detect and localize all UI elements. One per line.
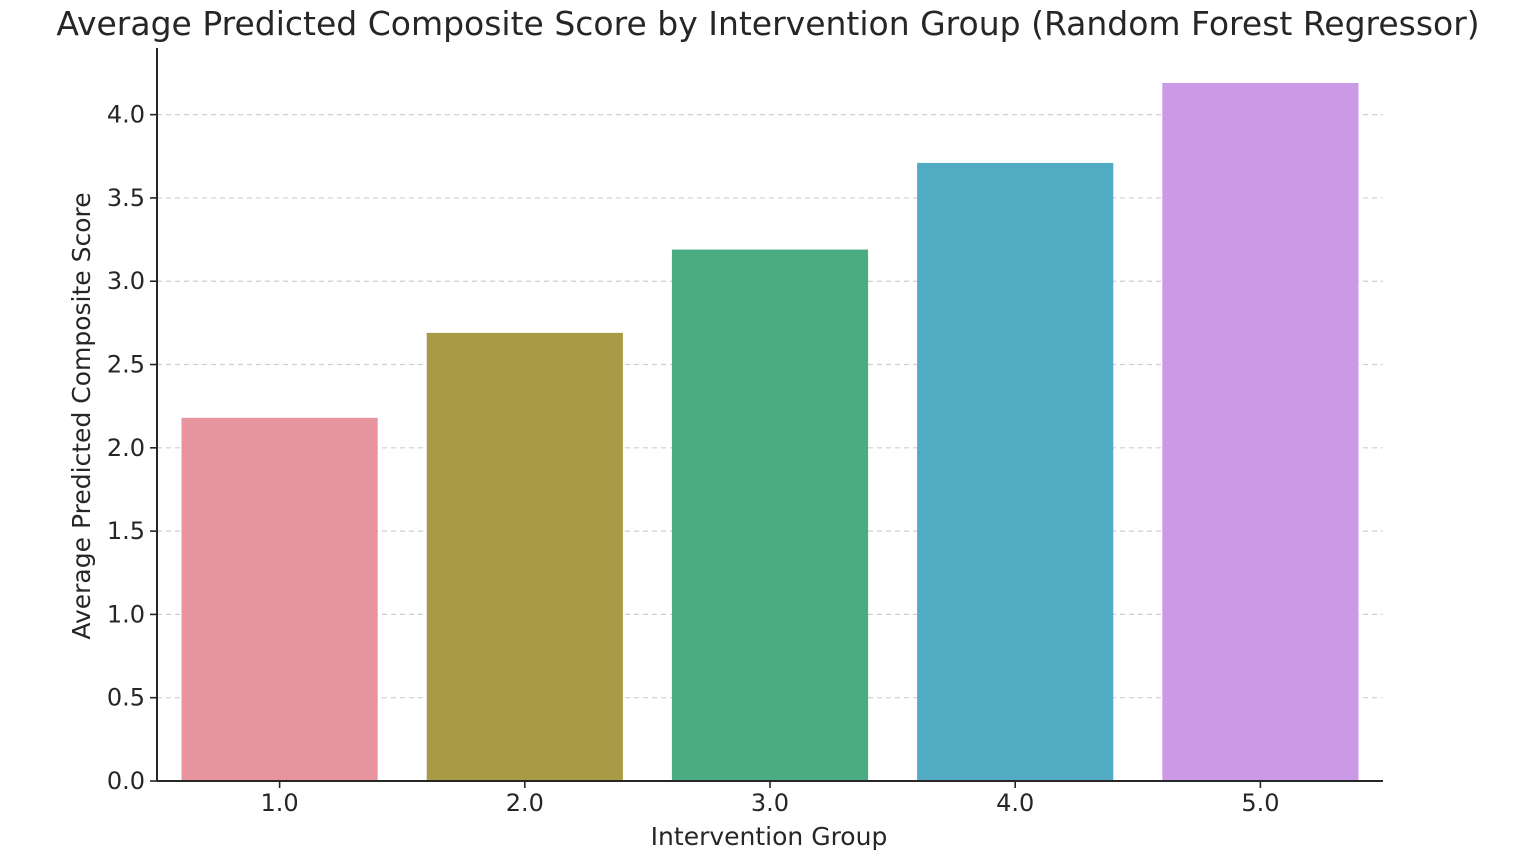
y-tick-label: 3.5	[107, 184, 145, 212]
x-tick-label: 2.0	[506, 789, 544, 817]
bar	[671, 249, 869, 781]
x-tick-label: 1.0	[261, 789, 299, 817]
bars	[181, 82, 1359, 782]
y-tick-label: 1.0	[107, 600, 145, 628]
chart-title: Average Predicted Composite Score by Int…	[56, 4, 1479, 43]
bar	[1162, 82, 1359, 782]
y-tick-label: 0.5	[107, 684, 145, 712]
y-tick-label: 1.5	[107, 517, 145, 545]
y-tick-label: 3.0	[107, 267, 145, 295]
x-tick-label: 3.0	[751, 789, 789, 817]
y-axis-label: Average Predicted Composite Score	[67, 192, 96, 639]
x-tick-label: 5.0	[1241, 789, 1279, 817]
x-tick-label: 4.0	[996, 789, 1034, 817]
y-axis-ticks: 0.0 0.5 1.0 1.5 2.0 2.5 3.0 3.5 4.0	[107, 101, 157, 795]
bar	[426, 332, 623, 781]
y-tick-label: 0.0	[107, 767, 145, 795]
x-axis-label: Intervention Group	[651, 822, 888, 851]
x-axis-ticks: 1.0 2.0 3.0 4.0 5.0	[261, 781, 1279, 817]
y-tick-label: 2.0	[107, 434, 145, 462]
y-tick-label: 4.0	[107, 101, 145, 129]
bar	[917, 162, 1114, 781]
y-tick-label: 2.5	[107, 351, 145, 379]
bar	[181, 417, 378, 781]
